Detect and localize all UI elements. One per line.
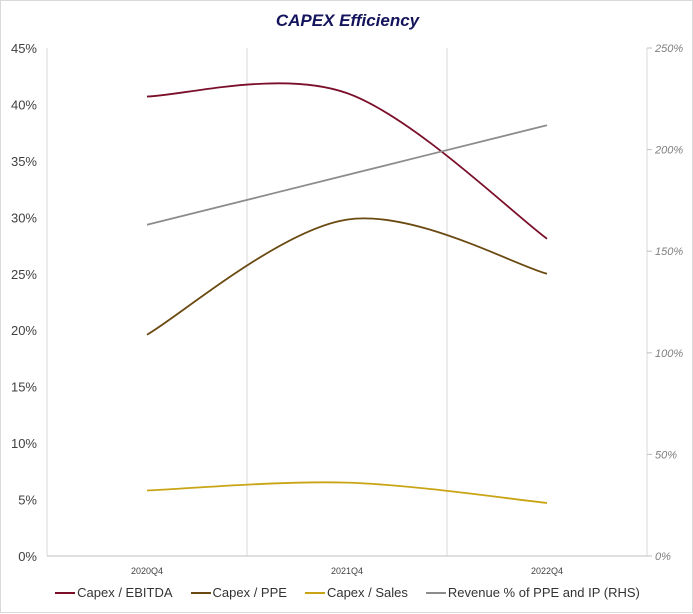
y-left-tick-label: 45% — [11, 41, 37, 56]
x-tick-label: 2020Q4 — [131, 566, 163, 576]
legend-item: Capex / Sales — [304, 585, 408, 600]
y-left-tick-label: 15% — [11, 380, 37, 395]
x-tick-label: 2021Q4 — [331, 566, 363, 576]
legend-label: Capex / EBITDA — [77, 585, 173, 600]
legend-item: Capex / EBITDA — [55, 585, 173, 600]
y-left-tick-label: 10% — [11, 436, 37, 451]
legend: Capex / EBITDA Capex / PPE Capex / Sales Re… — [1, 585, 693, 600]
y-right-tick-label: 0% — [655, 551, 671, 563]
legend-item: Capex / PPE — [190, 585, 287, 600]
y-right-tick-label: 100% — [655, 348, 683, 360]
y-left-tick-label: 30% — [11, 210, 37, 225]
y-left-tick-label: 40% — [11, 97, 37, 112]
x-tick-label: 2022Q4 — [531, 566, 563, 576]
y-left-tick-label: 0% — [18, 549, 37, 564]
y-right-tick-label: 250% — [654, 43, 683, 55]
y-left-tick-label: 25% — [11, 267, 37, 282]
series-line-capex-sales — [146, 481, 548, 504]
legend-swatch — [425, 591, 446, 594]
legend-label: Revenue % of PPE and IP (RHS) — [447, 585, 640, 600]
y-left-tick-label: 35% — [11, 154, 37, 169]
legend-item: Revenue % of PPE and IP (RHS) — [425, 585, 640, 600]
legend-swatch — [304, 591, 325, 594]
legend-label: Capex / PPE — [212, 585, 287, 600]
chart-title: CAPEX Efficiency — [275, 11, 420, 30]
series-line-capex-ppe — [146, 217, 548, 336]
legend-label: Capex / Sales — [326, 585, 408, 600]
series-line-revenue-of-ppe-and-ip-rhs- — [146, 124, 548, 226]
y-right-tick-label: 50% — [655, 449, 677, 461]
legend-swatch — [55, 591, 76, 594]
series-line-capex-ebitda — [146, 82, 548, 240]
y-left-tick-label: 20% — [11, 323, 37, 338]
y-left-tick-label: 5% — [18, 493, 37, 508]
y-right-tick-label: 150% — [655, 246, 683, 258]
legend-swatch — [190, 591, 211, 594]
y-right-tick-label: 200% — [654, 145, 683, 157]
